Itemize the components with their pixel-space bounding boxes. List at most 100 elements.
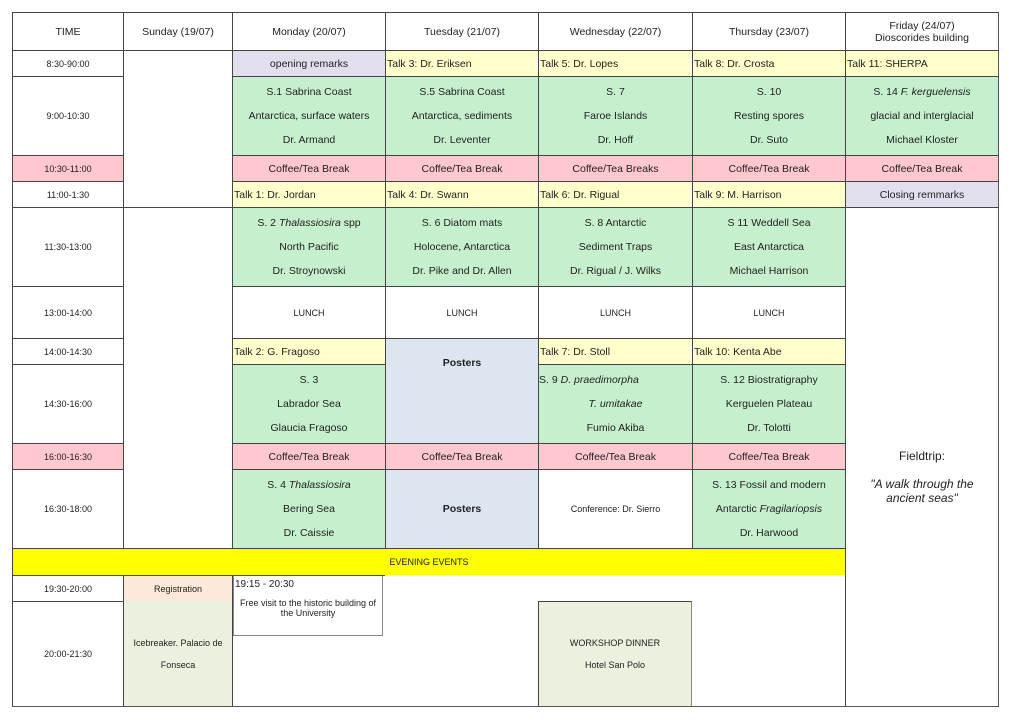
icebreaker-line: Icebreaker. Palacio de bbox=[133, 637, 223, 648]
talk-cell: Talk 9: M. Harrison bbox=[692, 181, 845, 207]
time-slot: 14:00-14:30 bbox=[12, 338, 123, 364]
session-title: S. 7 bbox=[606, 86, 625, 98]
time-slot: 9:00-10:30 bbox=[12, 76, 123, 155]
session-chair: Fumio Akiba bbox=[586, 422, 645, 434]
session-chair: Dr. Caissie bbox=[283, 527, 335, 539]
dinner-venue: Hotel San Polo bbox=[584, 660, 646, 670]
session-title: S 11 Weddell Sea bbox=[727, 217, 811, 229]
closing-remarks: Closing remmarks bbox=[845, 181, 998, 207]
session-title: S. 12 Biostratigraphy bbox=[720, 374, 818, 386]
session-cell: S. 7 Faroe Islands Dr. Hoff bbox=[538, 76, 692, 155]
talk-cell: Talk 2: G. Fragoso bbox=[232, 338, 385, 364]
header-wednesday: Wednesday (22/07) bbox=[538, 12, 692, 50]
session-topic: Resting spores bbox=[733, 110, 805, 122]
evening-events-banner: EVENING EVENTS bbox=[12, 548, 845, 575]
session-suffix: spp bbox=[340, 217, 361, 229]
header-tuesday: Tuesday (21/07) bbox=[385, 12, 538, 50]
session-chair: Michael Harrison bbox=[729, 265, 809, 277]
posters-cell: Posters bbox=[385, 469, 538, 548]
conference-cell: Conference: Dr. Sierro bbox=[538, 469, 692, 548]
time-slot: 11:30-13:00 bbox=[12, 207, 123, 286]
visit-text: Free visit to the historic building of t… bbox=[239, 598, 377, 618]
time-slot: 19:30-20:00 bbox=[12, 575, 123, 601]
session-topic: East Antarctica bbox=[733, 241, 805, 253]
time-slot: 20:00-21:30 bbox=[12, 601, 123, 706]
header-sunday: Sunday (19/07) bbox=[123, 12, 232, 50]
session-chair: Dr. Hoff bbox=[597, 134, 634, 146]
talk-cell: Talk 11: SHERPA bbox=[845, 50, 998, 76]
species-name: Thalassiosira bbox=[288, 479, 351, 491]
species-name: T. umitakae bbox=[588, 398, 643, 410]
time-slot: 8:30-90:00 bbox=[12, 50, 123, 76]
visit-cell: 19:15 - 20:30 Free visit to the historic… bbox=[232, 575, 385, 706]
workshop-dinner-cell: WORKSHOP DINNER Hotel San Polo bbox=[538, 601, 692, 706]
session-title: S. 8 Antarctic bbox=[584, 217, 647, 229]
region: Antarctic bbox=[715, 503, 760, 515]
talk-cell: Talk 8: Dr. Crosta bbox=[692, 50, 845, 76]
time-slot: 11:00-1:30 bbox=[12, 181, 123, 207]
session-cell: S. 4 Thalassiosira Bering Sea Dr. Caissie bbox=[232, 469, 385, 548]
opening-remarks: opening remarks bbox=[232, 50, 385, 76]
session-chair: Dr. Suto bbox=[750, 134, 788, 146]
session-topic: Antarctica, sediments bbox=[411, 110, 513, 122]
coffee-break: Coffee/Tea Breaks bbox=[538, 155, 692, 181]
session-topic: glacial and interglacial bbox=[870, 110, 974, 122]
session-title: S. 4 Thalassiosira bbox=[267, 479, 350, 491]
friday-date: Friday (24/07) bbox=[889, 19, 955, 32]
time-slot: 13:00-14:00 bbox=[12, 286, 123, 338]
session-topic: Bering Sea bbox=[283, 503, 335, 515]
talk-cell: Talk 4: Dr. Swann bbox=[385, 181, 538, 207]
sunday-empty bbox=[123, 50, 232, 207]
talk-cell: Talk 5: Dr. Lopes bbox=[538, 50, 692, 76]
session-chair: Glaucia Fragoso bbox=[270, 422, 348, 434]
session-topic: Sediment Traps bbox=[578, 241, 653, 253]
session-cell: S.1 Sabrina Coast Antarctica, surface wat… bbox=[232, 76, 385, 155]
session-topic: Antarctica, surface waters bbox=[248, 110, 370, 122]
session-number: S. 2 bbox=[257, 217, 279, 229]
talk-cell: Talk 10: Kenta Abe bbox=[692, 338, 845, 364]
talk-cell: Talk 6: Dr. Rigual bbox=[538, 181, 692, 207]
dinner-title: WORKSHOP DINNER bbox=[569, 638, 661, 648]
coffee-break: Coffee/Tea Break bbox=[692, 155, 845, 181]
time-slot: 14:30-16:00 bbox=[12, 364, 123, 443]
icebreaker-cell: Icebreaker. Palacio de Fonseca bbox=[123, 601, 232, 706]
friday-location: Dioscorides building bbox=[875, 31, 969, 44]
time-slot: 16:30-18:00 bbox=[12, 469, 123, 548]
species-name: D. praedimorpha bbox=[560, 374, 639, 386]
lunch-cell: LUNCH bbox=[385, 286, 538, 338]
session-title: S. 10 bbox=[756, 86, 782, 98]
time-slot: 10:30-11:00 bbox=[12, 155, 123, 181]
session-chair: Dr. Armand bbox=[282, 134, 336, 146]
registration-cell: Registration bbox=[123, 575, 232, 601]
talk-cell: Talk 1: Dr. Jordan bbox=[232, 181, 385, 207]
talk-cell: Talk 3: Dr. Eriksen bbox=[385, 50, 538, 76]
session-cell: S. 12 Biostratigraphy Kerguelen Plateau Dr… bbox=[692, 364, 845, 443]
session-cell: S.5 Sabrina Coast Antarctica, sediments Dr… bbox=[385, 76, 538, 155]
session-number: S. 14 bbox=[873, 86, 901, 98]
session-cell: S. 8 Antarctic Sediment Traps Dr. Rigual /… bbox=[538, 207, 692, 286]
sunday-empty bbox=[123, 207, 232, 548]
coffee-break: Coffee/Tea Break bbox=[692, 443, 845, 469]
lunch-cell: LUNCH bbox=[692, 286, 845, 338]
lunch-cell: LUNCH bbox=[232, 286, 385, 338]
session-cell: S. 6 Diatom mats Holocene, Antarctica Dr. … bbox=[385, 207, 538, 286]
session-title: S. 6 Diatom mats bbox=[421, 217, 503, 229]
session-cell: S. 9 D. praedimorpha T. umitakae Fumio Aki… bbox=[538, 364, 692, 443]
coffee-break: Coffee/Tea Break bbox=[845, 155, 998, 181]
session-cell: S. 10 Resting spores Dr. Suto bbox=[692, 76, 845, 155]
session-title: S. 9 D. praedimorpha bbox=[539, 374, 639, 386]
coffee-break: Coffee/Tea Break bbox=[385, 443, 538, 469]
session-cell: S. 14 F. kerguelensis glacial and intergl… bbox=[845, 76, 998, 155]
species-name: F. kerguelensis bbox=[900, 86, 971, 98]
session-cell: S. 2 Thalassiosira spp North Pacific Dr. S… bbox=[232, 207, 385, 286]
session-topic: Antarctic Fragilariopsis bbox=[716, 503, 822, 515]
session-topic: Kerguelen Plateau bbox=[725, 398, 813, 410]
session-title: S. 14 F. kerguelensis bbox=[873, 86, 970, 98]
session-chair: Michael Kloster bbox=[886, 134, 958, 146]
time-slot: 16:00-16:30 bbox=[12, 443, 123, 469]
session-cell: S 11 Weddell Sea East Antarctica Michael H… bbox=[692, 207, 845, 286]
session-cell: S. 3 Labrador Sea Glaucia Fragoso bbox=[232, 364, 385, 443]
header-thursday: Thursday (23/07) bbox=[692, 12, 845, 50]
species-name: Fragilariopsis bbox=[759, 503, 823, 515]
coffee-break: Coffee/Tea Break bbox=[385, 155, 538, 181]
